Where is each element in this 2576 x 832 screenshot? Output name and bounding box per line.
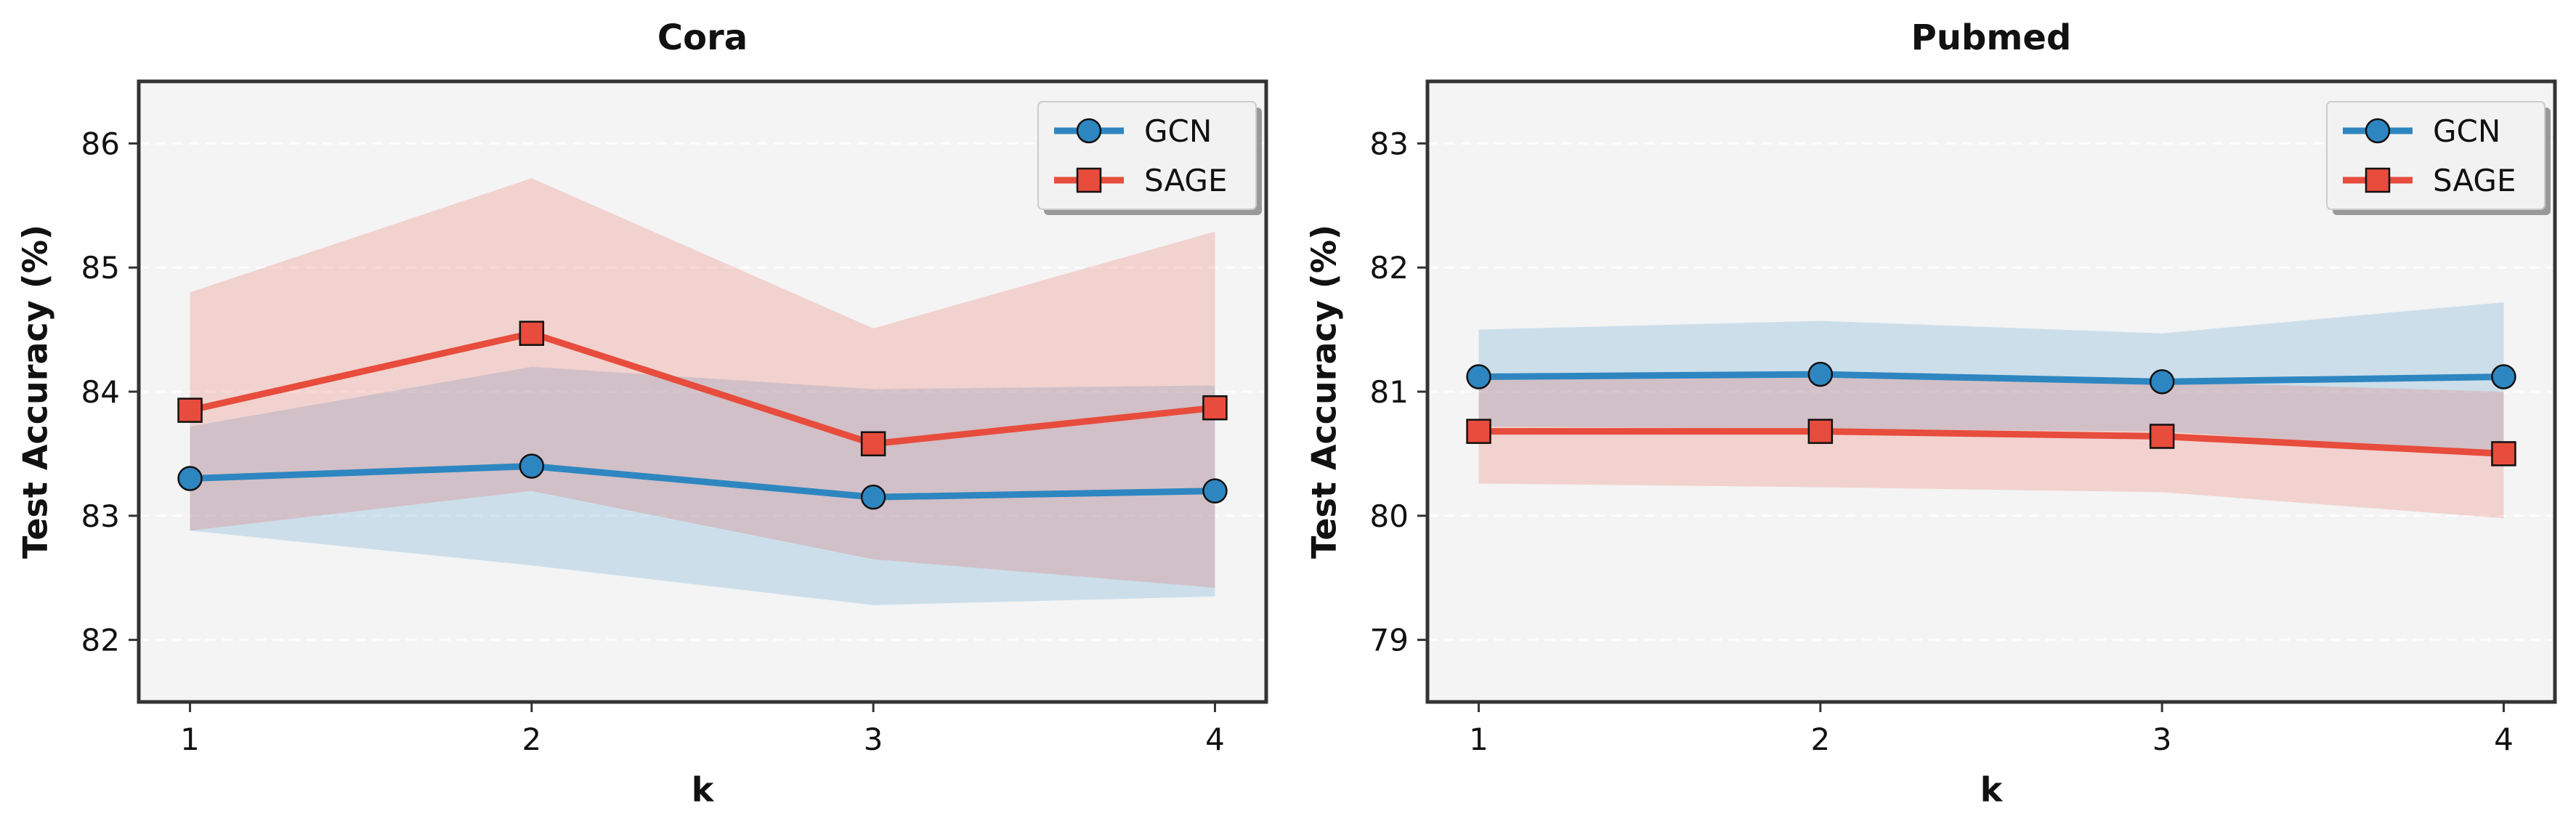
marker-sage-k4 [1202, 395, 1228, 421]
legend-item-gcn: GCN [2343, 113, 2500, 149]
ytick-label: 83 [1370, 126, 1409, 161]
xtick-label: 2 [1810, 722, 1830, 757]
confidence-band-sage [190, 178, 1215, 588]
marker-gcn-k4 [2491, 364, 2516, 389]
legend-label: SAGE [2433, 163, 2516, 198]
confidence-band-sage [1478, 376, 2504, 519]
chart-title: Cora [657, 17, 748, 58]
xtick-label: 4 [1205, 722, 1225, 757]
ytick-label: 85 [81, 250, 120, 286]
legend: GCN SAGE [1037, 101, 1262, 215]
xtick-label: 1 [180, 722, 200, 757]
xtick-label: 3 [864, 722, 883, 757]
series-line-sage [1475, 428, 2507, 457]
marker-sage-k1 [1466, 419, 1491, 444]
chart-panel-pubmed: 79 80 81 82 83 1 2 3 4 Pubmed k Test Accuracy (%) GC… [1305, 17, 2557, 809]
legend-label: GCN [2433, 113, 2500, 149]
marker-gcn-k4 [1202, 478, 1228, 504]
legend-label: SAGE [1144, 163, 1228, 198]
ytick-label: 81 [1370, 374, 1409, 410]
marker-gcn-k2 [519, 453, 545, 479]
legend-label: GCN [1144, 113, 1212, 149]
marker-gcn-k3 [2149, 369, 2175, 395]
x-axis-label: k [1980, 770, 2004, 809]
ytick-label: 83 [81, 498, 120, 534]
legend-marker-gcn [2365, 118, 2391, 144]
ytick-label: 79 [1370, 623, 1409, 658]
y-axis-label: Test Accuracy (%) [16, 225, 55, 559]
legend-marker-sage [1076, 167, 1102, 193]
marker-sage-k3 [2149, 424, 2175, 449]
legend-item-sage: SAGE [1054, 163, 1228, 198]
ytick-label: 84 [81, 374, 120, 410]
series-line-sage [187, 330, 1218, 448]
ytick-label: 80 [1370, 498, 1409, 534]
legend-item-sage: SAGE [2343, 163, 2516, 198]
series-line-gcn [1475, 371, 2507, 385]
marker-gcn-k2 [1807, 361, 1834, 387]
legend-marker-sage [2365, 167, 2391, 193]
series-line-gcn [187, 462, 1218, 501]
ytick-label: 82 [1370, 250, 1409, 286]
marker-gcn-k1 [177, 466, 203, 491]
xtick-label: 4 [2494, 722, 2514, 757]
xtick-label: 1 [1469, 722, 1489, 757]
y-axis-label: Test Accuracy (%) [1305, 225, 1344, 559]
ytick-label: 86 [81, 126, 120, 161]
x-axis-label: k [692, 770, 715, 809]
marker-gcn-k3 [860, 484, 886, 510]
marker-sage-k1 [177, 397, 203, 423]
marker-sage-k2 [1807, 419, 1834, 444]
legend: GCN SAGE [2326, 101, 2551, 215]
chart-panel-cora: 82 83 84 85 86 1 2 3 4 Cora k Test Accuracy (%) GCN S… [16, 17, 1268, 809]
chart-title: Pubmed [1911, 17, 2072, 58]
legend-marker-gcn [1076, 118, 1102, 144]
marker-sage-k4 [2491, 441, 2516, 467]
confidence-band-gcn [190, 366, 1215, 605]
marker-sage-k3 [860, 431, 886, 456]
legend-item-gcn: GCN [1054, 113, 1212, 149]
marker-sage-k2 [519, 320, 545, 346]
xtick-label: 3 [2152, 722, 2172, 757]
marker-gcn-k1 [1466, 364, 1491, 389]
xtick-label: 2 [522, 722, 541, 757]
ytick-label: 82 [81, 623, 120, 658]
